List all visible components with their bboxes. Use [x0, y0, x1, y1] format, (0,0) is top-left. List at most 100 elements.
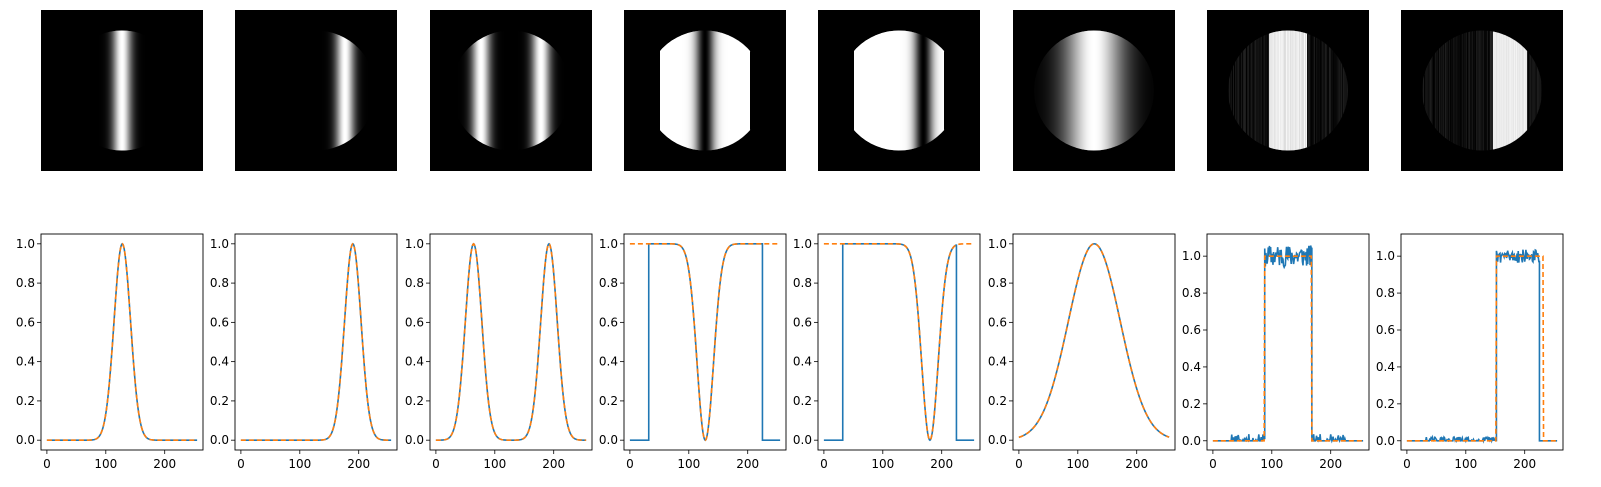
- image-column: [78, 30, 80, 151]
- image-column: [756, 30, 758, 151]
- image-column: [723, 30, 725, 151]
- image-column: [1539, 30, 1541, 151]
- image-column: [1280, 30, 1282, 151]
- series-target-line: [1406, 255, 1558, 442]
- image-column: [482, 30, 484, 151]
- image-column: [554, 30, 556, 151]
- image-column: [1036, 30, 1038, 151]
- image-column: [1497, 30, 1499, 151]
- image-column: [92, 30, 94, 151]
- image-column: [1244, 30, 1246, 151]
- image-column: [111, 30, 113, 151]
- image-column: [1535, 30, 1537, 151]
- image-column: [360, 30, 362, 151]
- image-panel-2: [235, 10, 397, 171]
- image-column: [504, 30, 506, 151]
- image-column: [107, 30, 109, 151]
- image-column: [1265, 30, 1267, 151]
- image-column: [469, 30, 471, 151]
- image-column: [274, 30, 276, 151]
- image-column: [845, 30, 847, 151]
- image-column: [139, 30, 141, 151]
- image-column: [1238, 30, 1240, 151]
- image-column: [1117, 30, 1119, 151]
- image-column: [354, 30, 356, 151]
- image-column: [1471, 30, 1473, 151]
- image-column: [688, 30, 690, 151]
- image-column: [719, 30, 721, 151]
- plot-3: 0 100 200 0.0 0.2 0.4 0.6 0.8 1.0: [405, 233, 593, 471]
- image-column: [91, 30, 93, 151]
- image-column: [1131, 30, 1133, 151]
- image-column: [94, 30, 96, 151]
- image-column: [1300, 30, 1302, 151]
- image-column: [478, 30, 480, 151]
- image-column: [559, 30, 561, 151]
- image-column: [1538, 30, 1540, 151]
- image-column: [1439, 30, 1441, 151]
- image-column: [347, 30, 349, 151]
- image-column: [282, 30, 284, 151]
- y-tick-label: 0.6: [210, 315, 229, 329]
- image-column: [883, 30, 885, 151]
- image-column: [1437, 30, 1439, 151]
- y-tick-label: 1.0: [599, 237, 618, 251]
- image-column: [1147, 30, 1149, 151]
- image-column: [1052, 30, 1054, 151]
- image-column: [514, 30, 516, 151]
- image-column: [1334, 30, 1336, 151]
- image-column: [1306, 30, 1308, 151]
- image-column: [655, 30, 657, 151]
- image-intensity: [645, 30, 765, 151]
- image-column: [1540, 30, 1542, 151]
- image-column: [1493, 30, 1495, 151]
- image-column: [362, 30, 364, 151]
- image-column: [353, 30, 355, 151]
- image-column: [177, 30, 179, 151]
- image-column: [266, 30, 268, 151]
- image-column: [477, 30, 479, 151]
- image-column: [361, 30, 363, 151]
- image-column: [154, 30, 156, 151]
- image-column: [1116, 30, 1118, 151]
- image-column: [113, 30, 115, 151]
- image-column: [455, 30, 457, 151]
- image-column: [367, 30, 369, 151]
- image-column: [157, 30, 159, 151]
- image-column: [148, 30, 150, 151]
- image-column: [485, 30, 487, 151]
- image-column: [488, 30, 490, 151]
- image-column: [1309, 30, 1311, 151]
- image-column: [520, 30, 522, 151]
- image-column: [475, 30, 477, 151]
- image-column: [304, 30, 306, 151]
- image-column: [374, 30, 376, 151]
- image-column: [264, 30, 266, 151]
- image-column: [890, 30, 892, 151]
- image-column: [88, 30, 90, 151]
- image-column: [1039, 30, 1041, 151]
- image-column: [1479, 30, 1481, 151]
- image-column: [880, 30, 882, 151]
- image-column: [1276, 30, 1278, 151]
- y-tick-label: 0.4: [405, 355, 424, 369]
- image-column: [919, 30, 921, 151]
- image-column: [292, 30, 294, 151]
- image-column: [338, 30, 340, 151]
- image-column: [937, 30, 939, 151]
- image-column: [265, 30, 267, 151]
- image-column: [1085, 30, 1087, 151]
- image-column: [755, 30, 757, 151]
- image-column: [452, 30, 454, 151]
- image-column: [1327, 30, 1329, 151]
- image-column: [878, 30, 880, 151]
- image-column: [479, 30, 481, 151]
- image-column: [464, 30, 466, 151]
- image-column: [261, 30, 263, 151]
- image-column: [923, 30, 925, 151]
- plot-frame: [429, 233, 593, 451]
- image-column: [660, 30, 662, 151]
- image-column: [1469, 30, 1471, 151]
- image-column: [1513, 30, 1515, 151]
- image-column: [1133, 30, 1135, 151]
